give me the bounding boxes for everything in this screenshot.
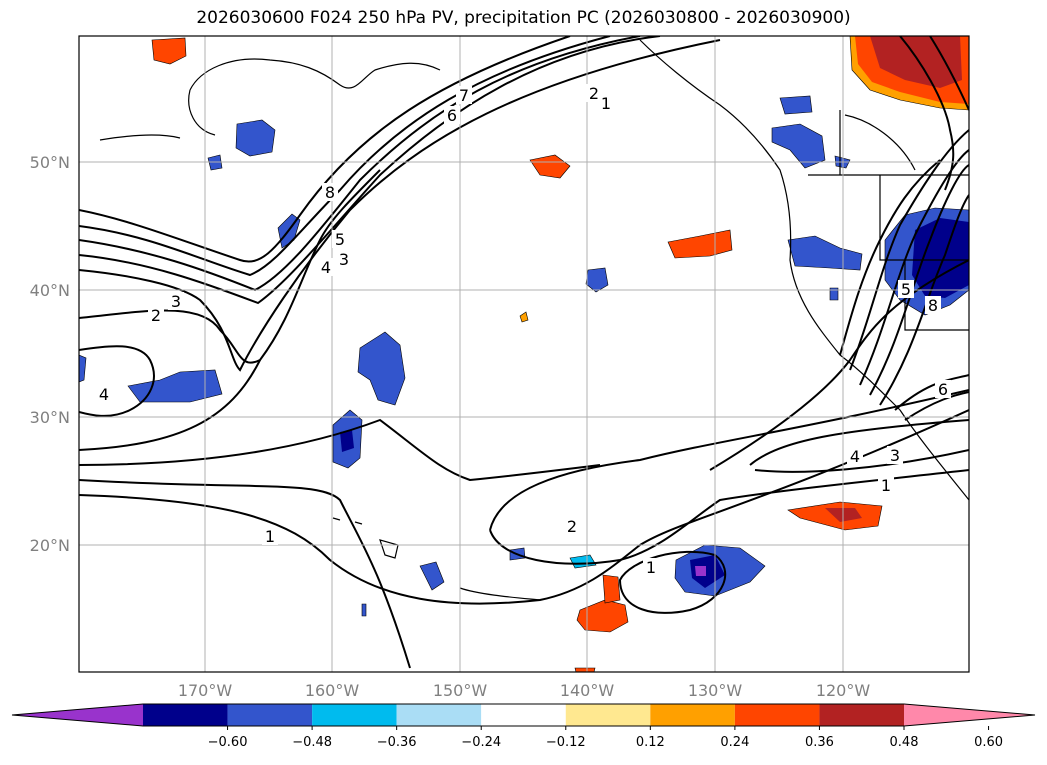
contour-label: 5 — [901, 280, 911, 299]
contour-label: 4 — [850, 447, 860, 466]
map-frame — [78, 35, 970, 673]
lon-label: 120°W — [816, 681, 871, 700]
lon-label: 140°W — [560, 681, 615, 700]
contour-label: 1 — [601, 94, 611, 113]
contour-label: 2 — [589, 84, 599, 103]
colorbar-segment — [227, 704, 313, 726]
colorbar-segment — [396, 704, 482, 726]
colorbar-tick-label: −0.48 — [292, 735, 332, 750]
contour-label: 1 — [646, 558, 656, 577]
coastlines — [99, 39, 969, 601]
lon-label: 130°W — [688, 681, 743, 700]
precip-shading — [79, 36, 969, 672]
map-plot-area — [79, 36, 969, 672]
lon-label: 170°W — [178, 681, 233, 700]
colorbar-segment — [312, 704, 397, 726]
colorbar-tick-label: 0.24 — [720, 735, 749, 750]
contour-label: 1 — [265, 527, 275, 546]
contour-label: 3 — [339, 250, 349, 269]
contour-label: 6 — [447, 106, 457, 125]
lon-labels: 170°W 160°W 150°W 140°W 130°W 120°W — [178, 681, 871, 700]
colorbar-segment — [734, 704, 820, 726]
colorbar-tick-label: −0.12 — [546, 735, 586, 750]
colorbar-segment — [481, 704, 566, 726]
colorbar-tick-label: 0.48 — [890, 735, 919, 750]
contour-label: 8 — [928, 296, 938, 315]
colorbar-segment — [650, 704, 735, 726]
lat-label: 50°N — [30, 153, 70, 172]
colorbar-segment — [565, 704, 651, 726]
lat-labels: 50°N 40°N 30°N 20°N — [30, 153, 70, 555]
contour-label: 5 — [335, 230, 345, 249]
contour-label: 2 — [567, 517, 577, 536]
colorbar-segment — [143, 704, 228, 726]
graticule — [79, 36, 969, 672]
contour-labels: 7 6 8 5 4 3 3 2 4 2 1 1 2 1 — [96, 84, 951, 577]
contour-label: 7 — [459, 86, 469, 105]
colorbar-segment — [819, 704, 904, 726]
lon-label: 150°W — [433, 681, 488, 700]
lat-label: 40°N — [30, 281, 70, 300]
contour-label: 2 — [151, 306, 161, 325]
lat-label: 30°N — [30, 408, 70, 427]
colorbar-tick-label: −0.36 — [377, 735, 417, 750]
contour-label: 3 — [171, 292, 181, 311]
contour-label: 6 — [938, 380, 948, 399]
colorbar-extend-low — [12, 704, 143, 726]
colorbar-tick-label: 0.36 — [805, 735, 834, 750]
lat-label: 20°N — [30, 536, 70, 555]
contour-label: 4 — [99, 385, 109, 404]
colorbar-extend-high — [904, 704, 1035, 726]
lon-label: 160°W — [305, 681, 360, 700]
colorbar-tick-label: −0.60 — [208, 735, 248, 750]
colorbar-outline — [11, 703, 1036, 727]
map-title: 2026030600 F024 250 hPa PV, precipitatio… — [196, 8, 851, 28]
colorbar-tick-label: 0.60 — [974, 735, 1003, 750]
contour-label: 1 — [881, 476, 891, 495]
colorbar-tick-label: −0.24 — [461, 735, 501, 750]
colorbar: −0.60 −0.48 −0.36 −0.24 −0.12 0.12 0.24 0.36 0.4… — [11, 703, 1036, 750]
contour-label: 3 — [890, 446, 900, 465]
colorbar-tick-label: 0.12 — [636, 735, 665, 750]
contour-label: 4 — [321, 258, 331, 277]
contour-label: 8 — [325, 183, 335, 202]
